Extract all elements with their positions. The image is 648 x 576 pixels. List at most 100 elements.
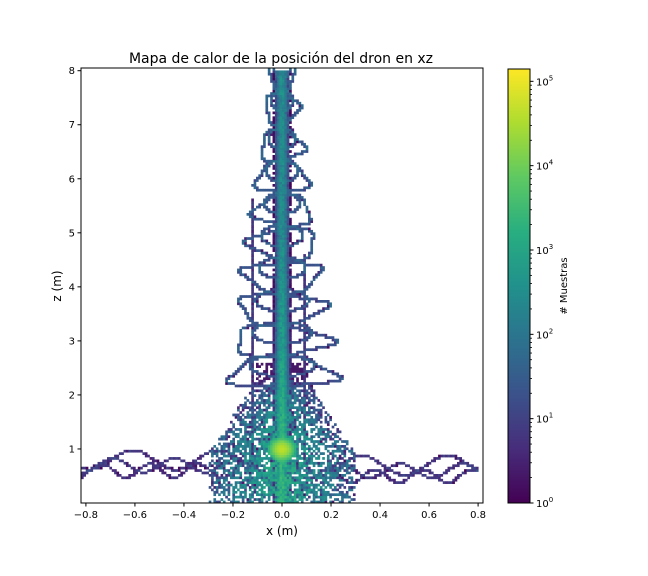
heatmap-cell bbox=[279, 101, 283, 105]
heatmap-cell bbox=[289, 416, 292, 419]
heatmap-cell bbox=[289, 420, 292, 424]
heatmap-cell bbox=[260, 287, 264, 291]
heatmap-cell bbox=[310, 367, 314, 371]
heatmap-cell bbox=[248, 478, 252, 482]
heatmap-cell bbox=[319, 382, 323, 385]
heatmap-cell bbox=[293, 193, 297, 197]
heatmap-cell bbox=[291, 374, 295, 378]
heatmap-cell bbox=[452, 464, 455, 468]
heatmap-cell bbox=[286, 372, 290, 376]
heatmap-cell bbox=[286, 249, 290, 252]
heatmap-cell bbox=[310, 483, 314, 487]
heatmap-cell bbox=[289, 297, 292, 301]
heatmap-cell bbox=[274, 362, 278, 366]
heatmap-cell bbox=[168, 457, 172, 460]
heatmap-cell bbox=[286, 394, 290, 397]
heatmap-cell bbox=[274, 403, 278, 407]
heatmap-cell bbox=[319, 481, 323, 484]
heatmap-cell bbox=[326, 466, 330, 470]
heatmap-cell bbox=[341, 457, 344, 460]
heatmap-cell bbox=[185, 461, 188, 465]
heatmap-cell bbox=[253, 181, 257, 185]
heatmap-cell bbox=[291, 176, 295, 180]
heatmap-cell bbox=[137, 469, 141, 472]
heatmap-cell bbox=[284, 280, 288, 284]
heatmap-cell bbox=[279, 365, 283, 368]
heatmap-cell bbox=[312, 362, 316, 366]
heatmap-cell bbox=[338, 457, 342, 460]
heatmap-cell bbox=[229, 474, 233, 477]
heatmap-cell bbox=[296, 457, 299, 460]
heatmap-cell bbox=[279, 304, 283, 308]
heatmap-cell bbox=[326, 307, 330, 310]
heatmap-cell bbox=[300, 432, 304, 436]
heatmap-cell bbox=[147, 454, 150, 458]
heatmap-cell bbox=[289, 142, 292, 146]
heatmap-cell bbox=[277, 193, 280, 197]
heatmap-cell bbox=[407, 474, 410, 477]
heatmap-cell bbox=[312, 365, 316, 368]
heatmap-cell bbox=[277, 254, 280, 257]
heatmap-cell bbox=[225, 432, 228, 436]
heatmap-cell bbox=[312, 360, 316, 364]
heatmap-cell bbox=[265, 290, 269, 294]
heatmap-cell bbox=[274, 239, 278, 243]
heatmap-cell bbox=[279, 394, 283, 397]
heatmap-cell bbox=[296, 459, 299, 463]
heatmap-cell bbox=[291, 447, 295, 451]
heatmap-cell bbox=[289, 406, 292, 410]
heatmap-cell bbox=[255, 372, 259, 376]
heatmap-cell bbox=[277, 445, 280, 448]
heatmap-cell bbox=[251, 271, 254, 274]
heatmap-cell bbox=[421, 466, 425, 470]
heatmap-cell bbox=[284, 135, 288, 139]
heatmap-cell bbox=[312, 418, 316, 422]
heatmap-cell bbox=[289, 72, 292, 76]
heatmap-cell bbox=[246, 459, 250, 463]
heatmap-cell bbox=[260, 229, 264, 233]
heatmap-cell bbox=[279, 449, 283, 453]
heatmap-cell bbox=[251, 464, 254, 468]
heatmap-cell bbox=[239, 304, 243, 308]
heatmap-cell bbox=[300, 319, 304, 323]
heatmap-cell bbox=[170, 457, 174, 460]
heatmap-cell bbox=[284, 109, 288, 112]
heatmap-cell bbox=[270, 290, 273, 294]
heatmap-cell bbox=[215, 474, 219, 477]
heatmap-cell bbox=[303, 406, 306, 410]
heatmap-cell bbox=[237, 464, 240, 468]
heatmap-cell bbox=[248, 454, 252, 458]
heatmap-cell bbox=[336, 488, 340, 492]
heatmap-cell bbox=[383, 471, 387, 475]
heatmap-cell bbox=[263, 493, 266, 497]
heatmap-cell bbox=[267, 384, 271, 388]
heatmap-cell bbox=[279, 181, 283, 185]
heatmap-cell bbox=[277, 447, 280, 451]
heatmap-cell bbox=[213, 471, 217, 475]
heatmap-cell bbox=[315, 275, 318, 279]
heatmap-cell bbox=[416, 469, 420, 472]
heatmap-cell bbox=[225, 442, 228, 446]
heatmap-cell bbox=[319, 367, 323, 371]
heatmap-cell bbox=[284, 176, 288, 180]
heatmap-cell bbox=[255, 370, 259, 373]
heatmap-cell bbox=[263, 478, 266, 482]
heatmap-cell bbox=[263, 203, 266, 207]
heatmap-cell bbox=[251, 374, 254, 378]
heatmap-cell bbox=[161, 464, 165, 468]
heatmap-cell bbox=[227, 474, 231, 477]
heatmap-cell bbox=[222, 478, 226, 482]
heatmap-cell bbox=[315, 461, 318, 465]
heatmap-cell bbox=[237, 435, 240, 439]
heatmap-cell bbox=[258, 464, 262, 468]
heatmap-cell bbox=[308, 263, 311, 267]
heatmap-cell bbox=[265, 167, 269, 170]
heatmap-cell bbox=[374, 459, 377, 463]
heatmap-cell bbox=[291, 355, 295, 359]
heatmap-cell bbox=[253, 416, 257, 419]
heatmap-cell bbox=[270, 471, 273, 475]
heatmap-cell bbox=[300, 396, 304, 400]
heatmap-cell bbox=[251, 184, 254, 187]
heatmap-cell bbox=[274, 280, 278, 284]
heatmap-cell bbox=[88, 469, 91, 472]
